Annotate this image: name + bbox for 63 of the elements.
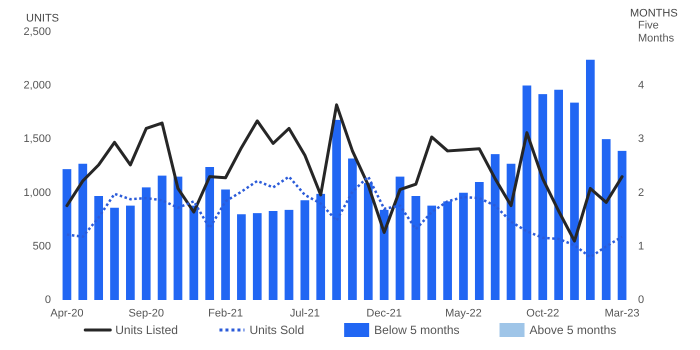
x-tick-label: Apr-20 <box>50 308 84 320</box>
bar <box>586 60 595 300</box>
x-tick-label: Oct-22 <box>526 308 560 320</box>
bar <box>316 194 326 300</box>
bar <box>618 150 626 300</box>
bar <box>412 196 420 300</box>
bar <box>443 201 452 300</box>
y2-tick-label: 1 <box>638 240 644 252</box>
line-series <box>66 175 624 258</box>
bar <box>126 206 135 300</box>
y2-tick-label: 3 <box>638 133 644 146</box>
y-tick-label: 2,000 <box>23 80 51 92</box>
x-tick-label: Mar-23 <box>604 308 640 320</box>
x-tick-label: Sep-20 <box>128 308 164 320</box>
y2-tick-label: 4 <box>638 80 644 92</box>
legend-label: Above 5 months <box>530 323 616 337</box>
x-tick-label: Jul-21 <box>290 308 320 320</box>
bar <box>205 167 214 300</box>
bar <box>158 176 166 300</box>
bar <box>602 139 611 300</box>
bar <box>396 176 404 300</box>
bar <box>189 206 198 300</box>
bar <box>221 190 230 300</box>
y-tick-label: 500 <box>32 240 51 252</box>
bar <box>252 213 262 300</box>
bar <box>570 102 579 300</box>
bar <box>474 182 484 300</box>
bar <box>538 94 548 300</box>
bar <box>78 164 88 300</box>
bar <box>554 90 563 300</box>
legend-label: Units Sold <box>249 323 304 337</box>
y-tick-label: 2,500 <box>23 26 51 38</box>
bar <box>459 192 468 300</box>
bar <box>506 164 516 300</box>
bar <box>62 169 72 300</box>
y-tick-label: 1,000 <box>23 186 51 199</box>
y2-axis-title: MONTHS <box>630 8 678 20</box>
bar <box>237 214 246 300</box>
bar <box>300 200 310 300</box>
bar <box>110 208 119 300</box>
bar <box>364 183 373 300</box>
bar <box>284 210 294 300</box>
bar <box>522 86 532 300</box>
y-tick-label: 1,500 <box>23 133 51 146</box>
bar <box>490 154 500 300</box>
legend-label: Units Listed <box>115 323 178 337</box>
y2-tick-label: 0 <box>638 294 644 306</box>
bar <box>94 196 104 300</box>
bar <box>268 210 278 300</box>
bar <box>142 187 151 300</box>
bar <box>332 120 341 300</box>
x-tick-label: May-22 <box>445 308 482 320</box>
y2-tick-label: Five Months <box>638 19 675 44</box>
y-axis-title: UNITS <box>26 12 59 24</box>
x-tick-label: Dec-21 <box>366 308 402 320</box>
bar <box>348 158 357 300</box>
y-tick-label: 0 <box>44 294 51 306</box>
bar <box>427 206 436 300</box>
line-series <box>65 103 624 243</box>
bar <box>174 176 182 300</box>
legend-label: Below 5 months <box>374 323 460 337</box>
y2-tick-label: 2 <box>638 186 644 199</box>
x-tick-label: Feb-21 <box>208 308 243 320</box>
